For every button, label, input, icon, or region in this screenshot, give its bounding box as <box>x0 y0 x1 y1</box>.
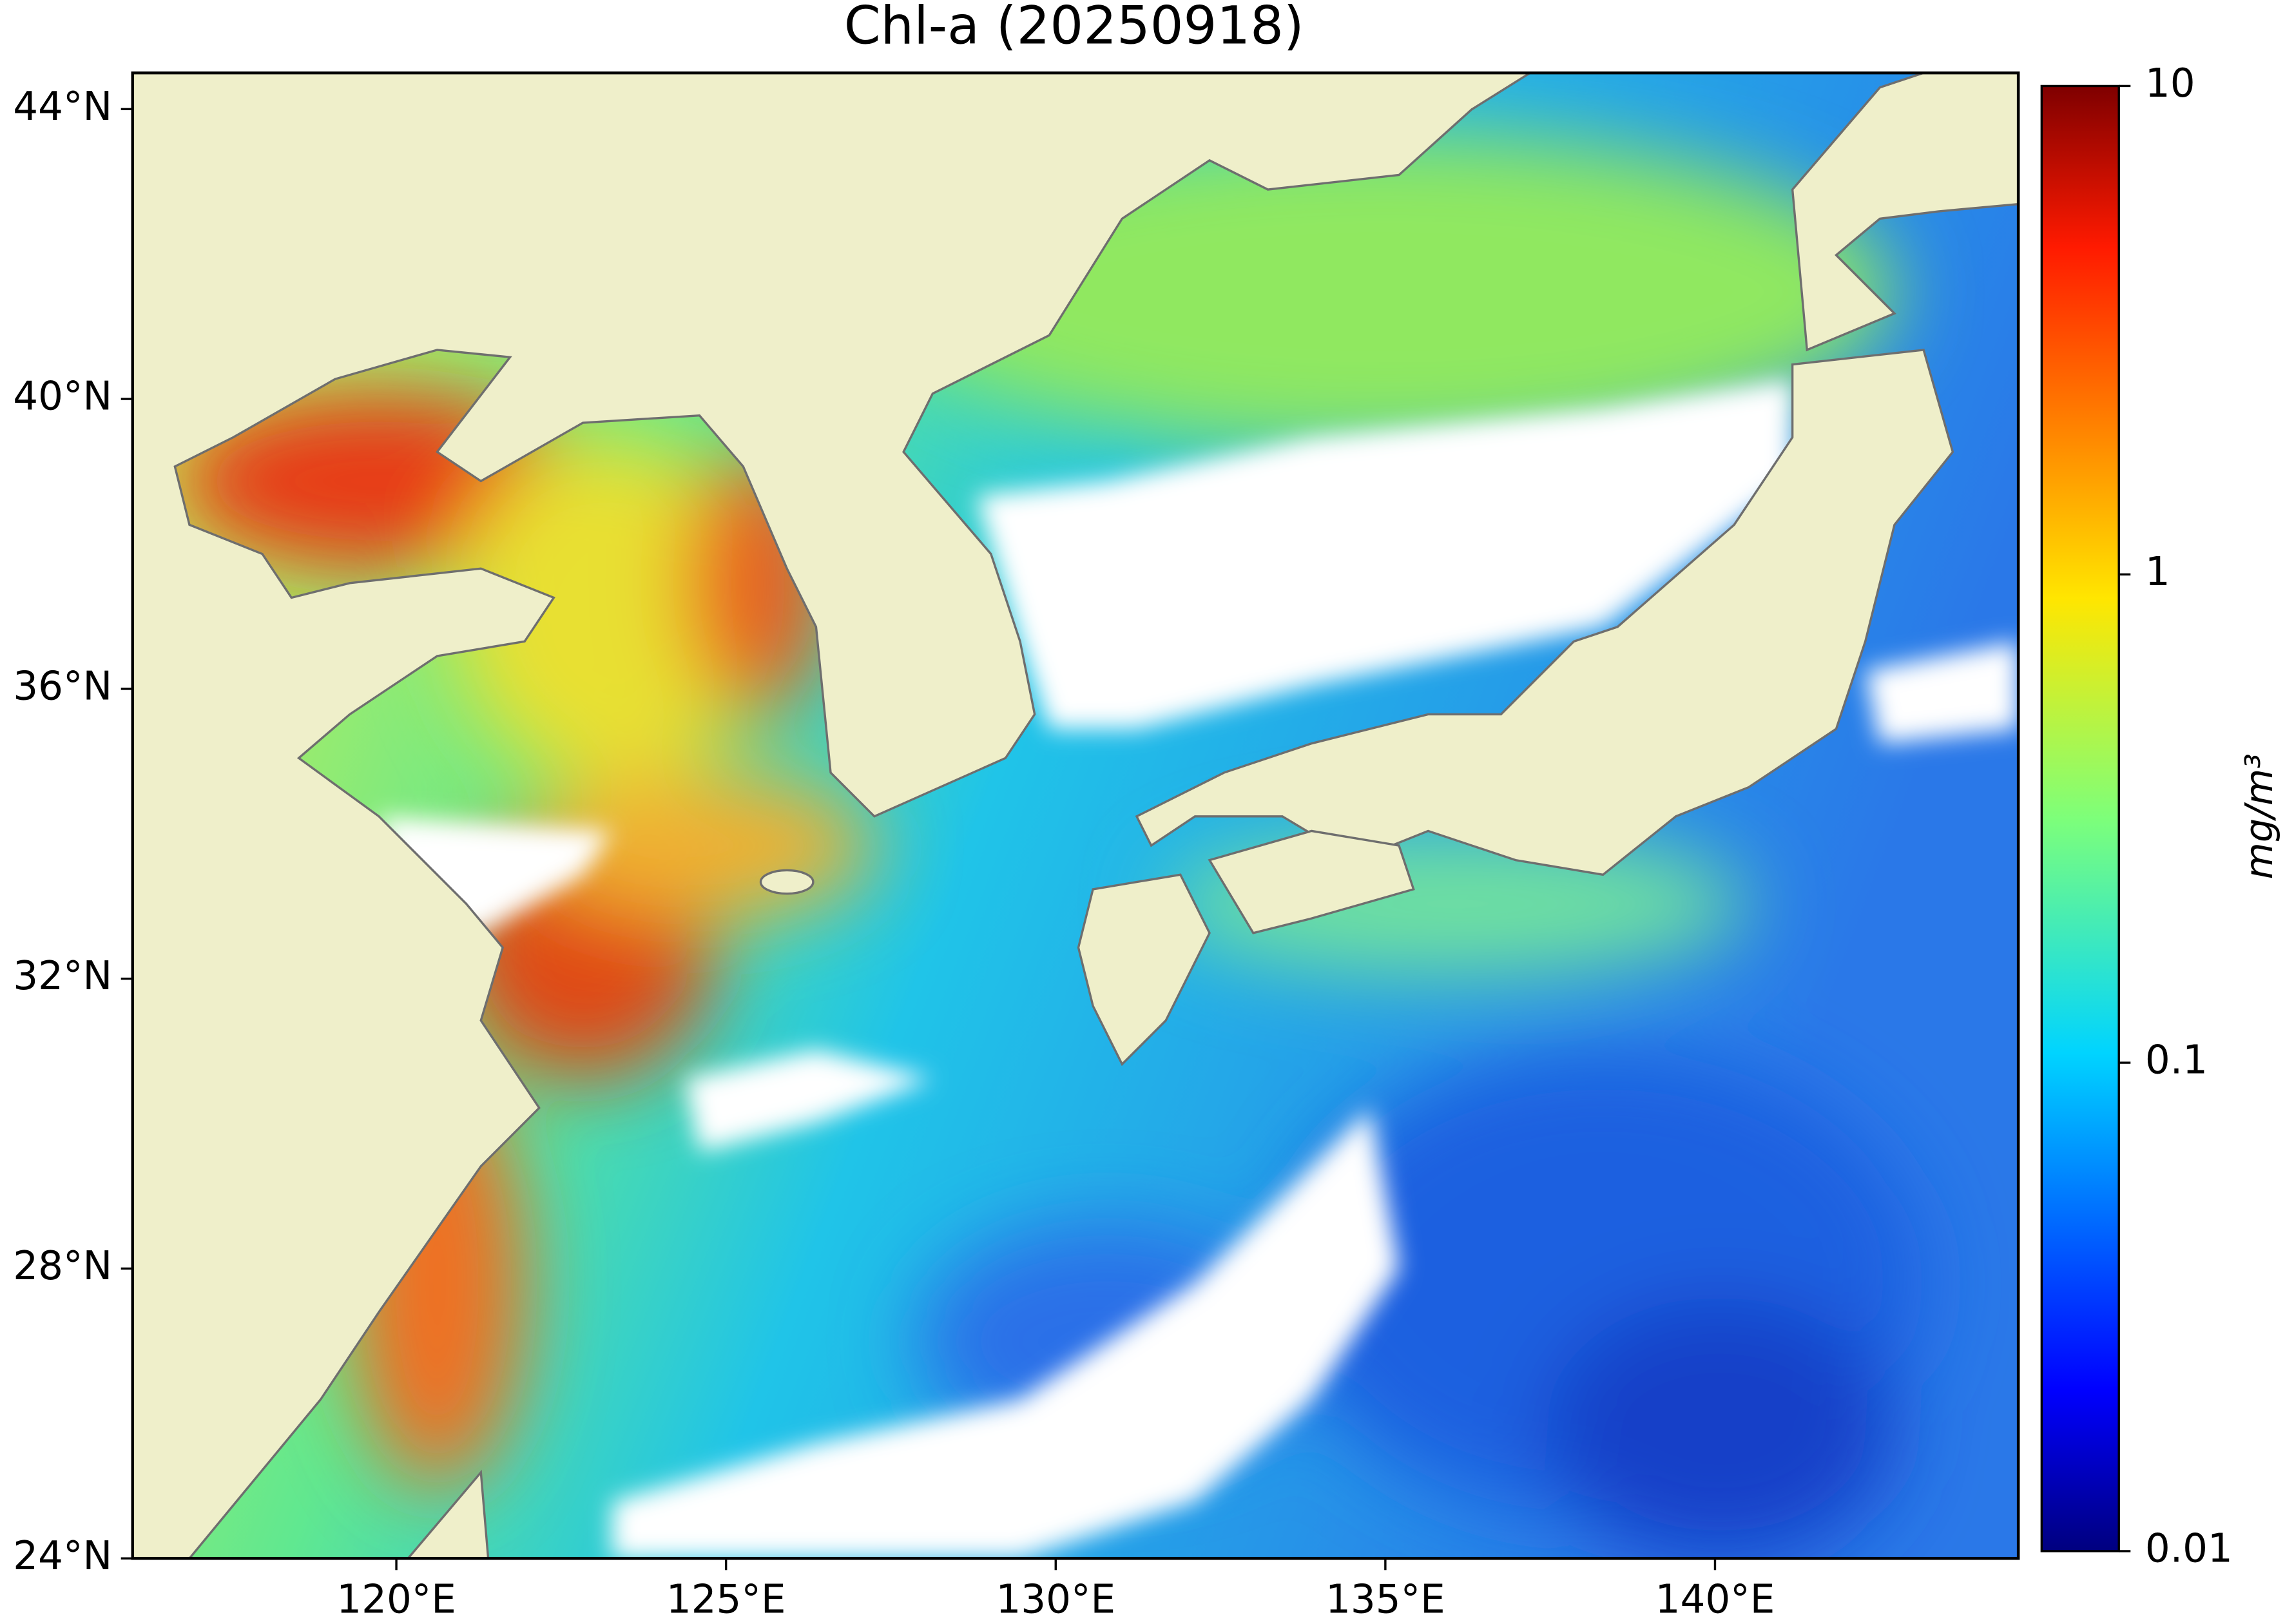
taiwan <box>406 1469 490 1559</box>
plot-frame <box>131 71 2020 1560</box>
colorbar <box>2040 84 2120 1552</box>
honshu <box>1135 349 1954 876</box>
x-tick-label: 135°E <box>1326 1577 1445 1623</box>
jeju <box>759 869 815 895</box>
x-tick-label: 125°E <box>666 1577 786 1623</box>
y-tick-label: 32°N <box>13 953 112 999</box>
hokkaido <box>1791 73 2019 352</box>
colorbar-tick-label: 0.01 <box>2145 1525 2233 1571</box>
shikoku <box>1208 829 1415 934</box>
y-tick-label: 28°N <box>13 1243 112 1289</box>
mainland <box>132 73 1532 1559</box>
colorbar-tick-label: 10 <box>2145 61 2195 106</box>
x-tick-label: 140°E <box>1655 1577 1775 1623</box>
chart-title: Chl-a (20250918) <box>844 0 1304 57</box>
y-tick-label: 36°N <box>13 663 112 709</box>
y-tick-label: 40°N <box>13 374 112 420</box>
y-tick-label: 44°N <box>13 84 112 130</box>
colorbar-label: mg/m³ <box>2237 753 2281 879</box>
x-tick-label: 130°E <box>996 1577 1115 1623</box>
colorbar-tick-label: 1 <box>2145 549 2170 595</box>
y-tick-label: 24°N <box>13 1533 112 1579</box>
x-tick-label: 120°E <box>336 1577 456 1623</box>
kyushu <box>1077 873 1211 1067</box>
colorbar-tick-label: 0.1 <box>2145 1038 2208 1083</box>
map <box>132 73 2019 1559</box>
